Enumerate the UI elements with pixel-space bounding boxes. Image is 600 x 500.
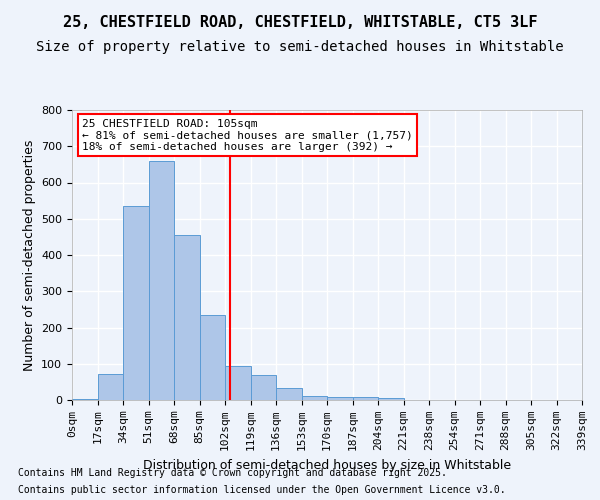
Text: Size of property relative to semi-detached houses in Whitstable: Size of property relative to semi-detach… [36, 40, 564, 54]
Bar [276, 388, 302, 400]
Text: 25, CHESTFIELD ROAD, CHESTFIELD, WHITSTABLE, CT5 3LF: 25, CHESTFIELD ROAD, CHESTFIELD, WHITSTA… [63, 15, 537, 30]
Bar [378, 398, 404, 400]
Bar [174, 235, 199, 400]
Bar [199, 315, 225, 400]
Bar [302, 396, 327, 400]
Bar [327, 396, 353, 400]
X-axis label: Distribution of semi-detached houses by size in Whitstable: Distribution of semi-detached houses by … [143, 458, 511, 471]
Bar [251, 376, 276, 400]
Bar [225, 366, 251, 400]
Text: 25 CHESTFIELD ROAD: 105sqm
← 81% of semi-detached houses are smaller (1,757)
18%: 25 CHESTFIELD ROAD: 105sqm ← 81% of semi… [82, 118, 413, 152]
Text: Contains HM Land Registry data © Crown copyright and database right 2025.: Contains HM Land Registry data © Crown c… [18, 468, 447, 477]
Y-axis label: Number of semi-detached properties: Number of semi-detached properties [23, 140, 35, 370]
Bar [72, 398, 97, 400]
Text: Contains public sector information licensed under the Open Government Licence v3: Contains public sector information licen… [18, 485, 506, 495]
Bar [353, 398, 378, 400]
Bar [97, 374, 123, 400]
Bar [123, 206, 149, 400]
Bar [149, 161, 174, 400]
